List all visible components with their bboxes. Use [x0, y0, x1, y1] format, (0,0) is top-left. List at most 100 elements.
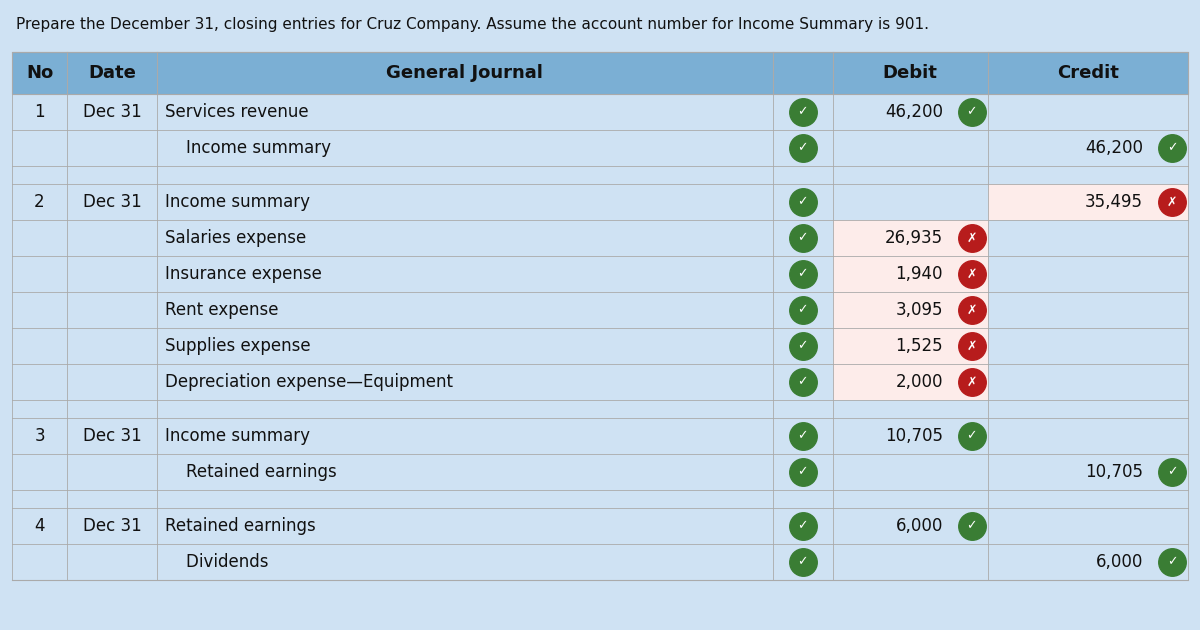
Text: ✓: ✓: [1166, 142, 1177, 154]
Bar: [12, 328, 1188, 364]
Bar: [12, 52, 1188, 94]
Text: ✓: ✓: [798, 231, 808, 244]
Text: Rent expense: Rent expense: [166, 301, 278, 319]
Bar: [12, 454, 1188, 490]
Point: [962, 305, 982, 315]
Point: [793, 269, 812, 279]
Text: Dec 31: Dec 31: [83, 427, 142, 445]
Text: Insurance expense: Insurance expense: [166, 265, 322, 283]
Text: ✓: ✓: [966, 105, 977, 118]
Text: Salaries expense: Salaries expense: [166, 229, 306, 247]
Point: [962, 107, 982, 117]
Bar: [12, 490, 1188, 508]
Text: 26,935: 26,935: [884, 229, 943, 247]
Text: No: No: [26, 64, 53, 82]
Point: [793, 305, 812, 315]
Text: 10,705: 10,705: [884, 427, 943, 445]
Bar: [988, 184, 1188, 220]
Text: ✓: ✓: [1166, 466, 1177, 479]
Point: [962, 269, 982, 279]
Bar: [12, 418, 1188, 454]
Text: 35,495: 35,495: [1085, 193, 1142, 211]
Point: [962, 521, 982, 531]
Point: [1163, 557, 1182, 567]
Bar: [12, 166, 1188, 184]
Text: Debit: Debit: [883, 64, 937, 82]
Point: [793, 341, 812, 351]
Bar: [12, 256, 1188, 292]
Text: ✓: ✓: [798, 105, 808, 118]
Point: [962, 233, 982, 243]
Text: 1: 1: [35, 103, 44, 121]
Text: ✗: ✗: [966, 375, 977, 389]
Point: [1163, 143, 1182, 153]
Bar: [12, 544, 1188, 580]
Text: 4: 4: [35, 517, 44, 535]
Bar: [833, 364, 988, 400]
Text: Prepare the December 31, closing entries for Cruz Company. Assume the account nu: Prepare the December 31, closing entries…: [16, 16, 929, 32]
Bar: [12, 94, 1188, 130]
Bar: [12, 130, 1188, 166]
Text: ✓: ✓: [966, 430, 977, 442]
Bar: [12, 184, 1188, 220]
Text: 6,000: 6,000: [895, 517, 943, 535]
Text: Retained earnings: Retained earnings: [166, 463, 337, 481]
Text: ✗: ✗: [966, 231, 977, 244]
Text: Credit: Credit: [1057, 64, 1118, 82]
Text: ✓: ✓: [798, 520, 808, 532]
Text: Services revenue: Services revenue: [166, 103, 308, 121]
Text: Dec 31: Dec 31: [83, 193, 142, 211]
Text: ✗: ✗: [966, 340, 977, 353]
Text: ✗: ✗: [966, 268, 977, 280]
Text: ✓: ✓: [798, 430, 808, 442]
Text: ✓: ✓: [798, 304, 808, 316]
Bar: [12, 508, 1188, 544]
Text: 46,200: 46,200: [884, 103, 943, 121]
Point: [793, 197, 812, 207]
Text: General Journal: General Journal: [386, 64, 544, 82]
Bar: [12, 364, 1188, 400]
Text: 6,000: 6,000: [1096, 553, 1142, 571]
Text: Income summary: Income summary: [166, 427, 310, 445]
Bar: [12, 220, 1188, 256]
Point: [962, 377, 982, 387]
Text: 2,000: 2,000: [895, 373, 943, 391]
Text: Dividends: Dividends: [166, 553, 269, 571]
Bar: [12, 292, 1188, 328]
Bar: [12, 400, 1188, 418]
Point: [793, 107, 812, 117]
Text: 3,095: 3,095: [895, 301, 943, 319]
Point: [793, 467, 812, 477]
Point: [793, 233, 812, 243]
Point: [962, 431, 982, 441]
Bar: [0, 0, 1200, 48]
Bar: [833, 256, 988, 292]
Point: [1163, 467, 1182, 477]
Text: Depreciation expense—Equipment: Depreciation expense—Equipment: [166, 373, 454, 391]
Text: 10,705: 10,705: [1085, 463, 1142, 481]
Text: 2: 2: [35, 193, 44, 211]
Text: 3: 3: [35, 427, 44, 445]
Text: ✓: ✓: [798, 195, 808, 209]
Text: ✓: ✓: [966, 520, 977, 532]
Bar: [833, 292, 988, 328]
Point: [1163, 197, 1182, 207]
Point: [962, 341, 982, 351]
Bar: [833, 328, 988, 364]
Bar: [833, 220, 988, 256]
Point: [793, 431, 812, 441]
Text: ✓: ✓: [798, 466, 808, 479]
Text: Supplies expense: Supplies expense: [166, 337, 311, 355]
Text: Dec 31: Dec 31: [83, 103, 142, 121]
Point: [793, 143, 812, 153]
Text: ✗: ✗: [966, 304, 977, 316]
Text: Income summary: Income summary: [166, 139, 331, 157]
Text: ✗: ✗: [1166, 195, 1177, 209]
Text: Dec 31: Dec 31: [83, 517, 142, 535]
Text: ✓: ✓: [798, 340, 808, 353]
Text: ✓: ✓: [1166, 556, 1177, 568]
Text: ✓: ✓: [798, 142, 808, 154]
Text: ✓: ✓: [798, 556, 808, 568]
Text: Retained earnings: Retained earnings: [166, 517, 316, 535]
Text: 46,200: 46,200: [1085, 139, 1142, 157]
